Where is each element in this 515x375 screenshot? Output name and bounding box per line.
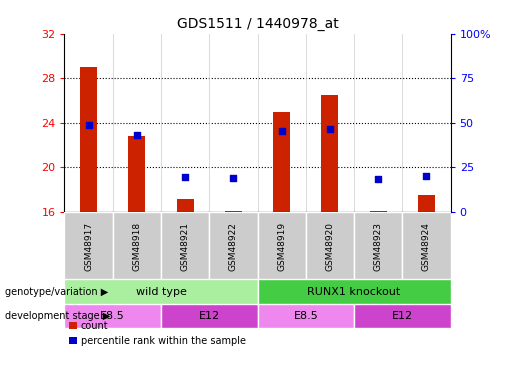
Bar [258,212,306,279]
Text: wild type: wild type [135,286,186,297]
Text: GSM48923: GSM48923 [374,222,383,271]
Text: E8.5: E8.5 [294,311,318,321]
Point [374,176,382,182]
Bar [64,279,258,304]
Bar [354,212,402,279]
Text: GSM48918: GSM48918 [132,222,141,271]
Text: genotype/variation ▶: genotype/variation ▶ [5,286,108,297]
Title: GDS1511 / 1440978_at: GDS1511 / 1440978_at [177,17,338,32]
Point [181,174,189,180]
Point [229,175,237,181]
Bar [354,304,451,328]
Text: GSM48917: GSM48917 [84,222,93,271]
Text: GSM48922: GSM48922 [229,222,238,271]
Bar [258,304,354,328]
Text: RUNX1 knockout: RUNX1 knockout [307,286,401,297]
Bar [402,212,451,279]
Point [84,123,93,129]
Bar [258,279,451,304]
Bar [370,211,387,212]
Bar [306,212,354,279]
Text: GSM48924: GSM48924 [422,222,431,271]
Bar [177,198,194,212]
Point [422,173,431,179]
Bar [64,304,161,328]
Bar [113,212,161,279]
Bar [225,211,242,212]
Text: development stage ▶: development stage ▶ [5,311,110,321]
Bar [273,112,290,212]
Text: GSM48921: GSM48921 [181,222,190,271]
Text: E12: E12 [199,311,220,321]
Bar [321,95,338,212]
Point [133,132,141,138]
Text: E12: E12 [392,311,413,321]
Bar [64,212,113,279]
Bar [161,212,209,279]
Point [326,126,334,132]
Text: GSM48919: GSM48919 [277,222,286,271]
Bar [128,136,145,212]
Bar [209,212,258,279]
Legend: count, percentile rank within the sample: count, percentile rank within the sample [69,321,246,346]
Bar [161,304,258,328]
Bar [418,195,435,212]
Point [278,128,286,134]
Bar [80,67,97,212]
Text: GSM48920: GSM48920 [325,222,334,271]
Text: E8.5: E8.5 [100,311,125,321]
